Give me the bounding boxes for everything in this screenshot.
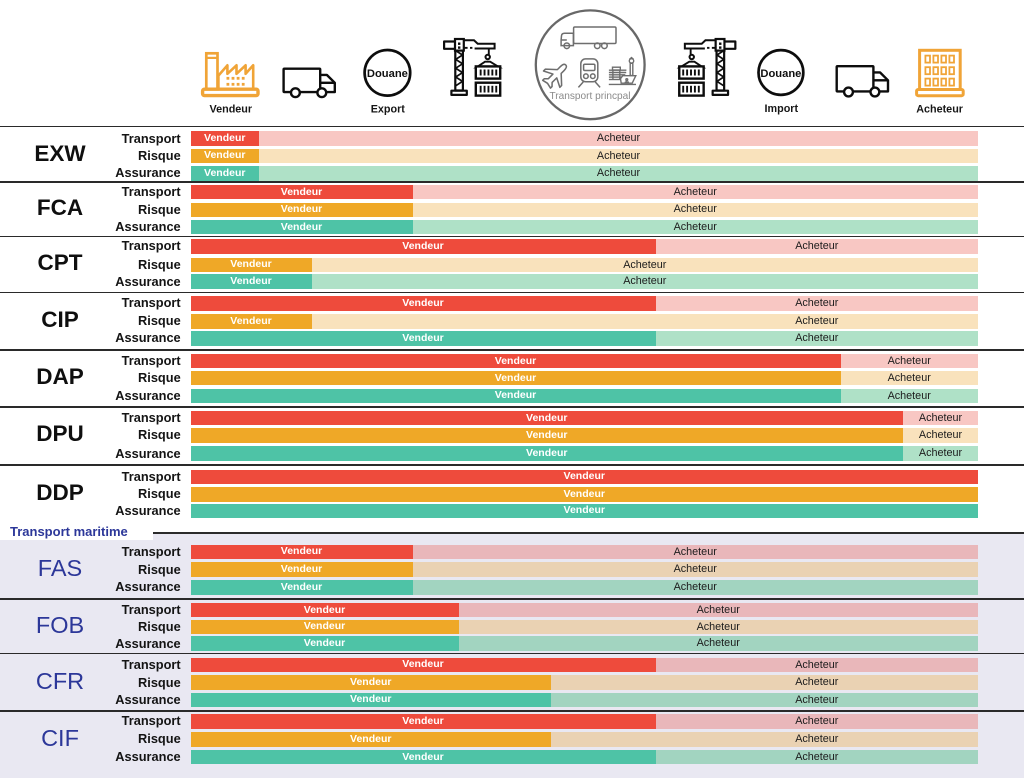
svg-text:Vendeur: Vendeur bbox=[209, 103, 252, 115]
svg-text:Transport princpal: Transport princpal bbox=[550, 91, 631, 102]
svg-text:Export: Export bbox=[371, 103, 406, 115]
svg-text:Import: Import bbox=[765, 103, 799, 115]
svg-text:Acheteur: Acheteur bbox=[916, 103, 964, 115]
svg-text:Douane: Douane bbox=[367, 68, 408, 80]
svg-text:Douane: Douane bbox=[760, 68, 801, 80]
